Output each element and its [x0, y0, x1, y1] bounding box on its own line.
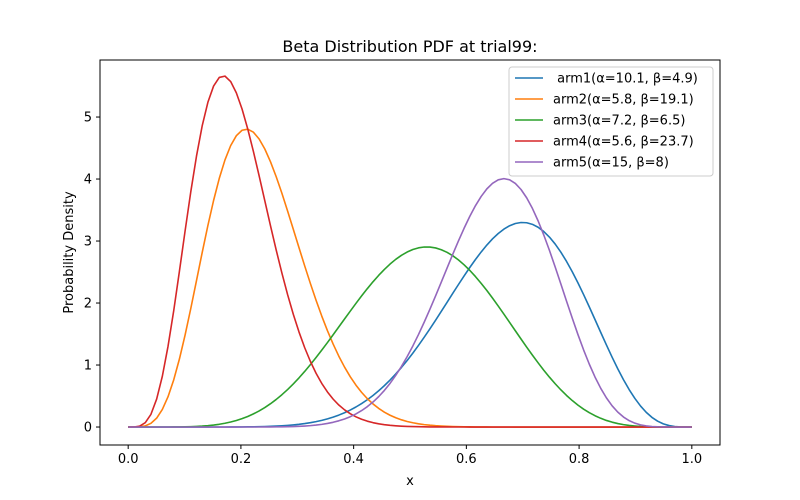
plot-frame [99, 59, 721, 446]
legend: arm1(α=10.1, β=4.9) arm2(α=5.8, β=19.1) ar… [508, 66, 714, 177]
x-tick-label: 1.0 [681, 452, 702, 467]
plot-lines [128, 75, 692, 428]
legend-label-arm3: arm3(α=7.2, β=6.5) [553, 114, 685, 129]
x-tick-label: 0.4 [343, 452, 364, 467]
y-axis-ticks: 0 1 2 3 4 5 [84, 111, 100, 436]
y-tick-label: 4 [84, 173, 92, 188]
x-axis-title: x [406, 474, 414, 489]
y-tick-label: 1 [84, 359, 92, 374]
series-line-arm3 [128, 246, 692, 428]
y-tick-label: 0 [84, 421, 92, 436]
legend-label-arm5: arm5(α=15, β=8) [553, 156, 669, 171]
legend-label-arm1: arm1(α=10.1, β=4.9) [553, 72, 698, 87]
y-tick-label: 2 [84, 297, 92, 312]
legend-label-arm4: arm4(α=5.6, β=23.7) [553, 135, 694, 150]
x-tick-label: 0.8 [569, 452, 590, 467]
legend-label-arm2: arm2(α=5.8, β=19.1) [553, 93, 694, 108]
x-tick-label: 0.0 [118, 452, 139, 467]
chart-title: Beta Distribution PDF at trial99: [282, 37, 537, 56]
x-tick-label: 0.6 [456, 452, 477, 467]
y-tick-label: 3 [84, 235, 92, 250]
x-tick-label: 0.2 [231, 452, 252, 467]
y-axis-title: Probability Density [62, 191, 77, 314]
x-axis-ticks: 0.0 0.2 0.4 0.6 0.8 1.0 [118, 445, 702, 467]
y-tick-label: 5 [84, 111, 92, 126]
legend-frame [508, 66, 714, 177]
series-line-arm4 [128, 75, 692, 428]
series-line-arm5 [128, 177, 692, 428]
